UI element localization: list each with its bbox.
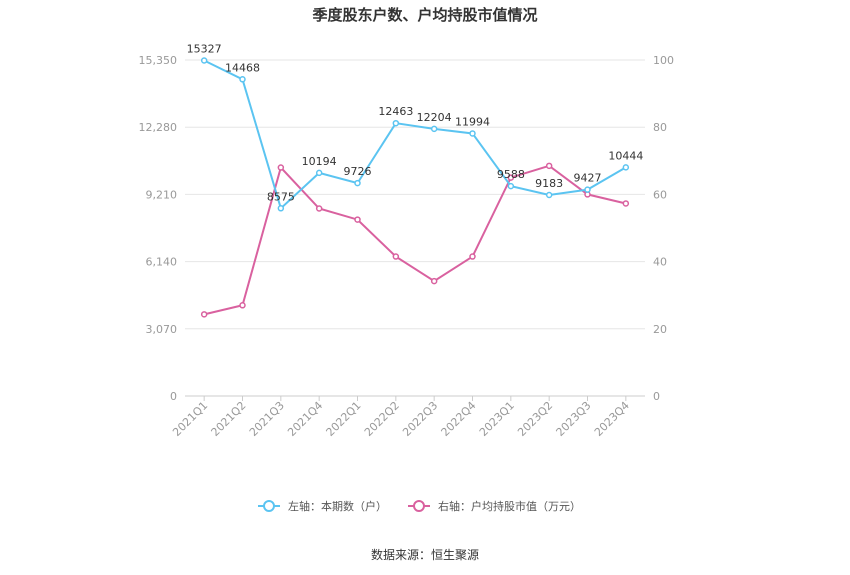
legend-item-avg-holding[interactable]: 右轴：户均持股市值（万元） bbox=[408, 499, 581, 513]
holders-point bbox=[584, 186, 591, 193]
legend-label: 右轴：户均持股市值（万元） bbox=[438, 499, 581, 513]
holders-point bbox=[622, 164, 630, 171]
x-tick-label: 2023Q3 bbox=[554, 399, 594, 439]
legend-label: 左轴：本期数（户） bbox=[288, 499, 387, 513]
avg-holding-line bbox=[203, 164, 627, 316]
data-label: 9726 bbox=[344, 165, 372, 178]
avg-holding-point bbox=[392, 253, 400, 260]
legend[interactable]: 左轴：本期数（户） 右轴：户均持股市值（万元） bbox=[258, 499, 581, 513]
avg-holding-point bbox=[469, 253, 476, 260]
holders-point bbox=[430, 125, 438, 133]
x-tick-label: 2022Q1 bbox=[324, 399, 364, 439]
data-label: 9183 bbox=[535, 177, 563, 190]
left-axis-ticks: 0 3,070 6,140 9,210 12,280 15,350 bbox=[139, 54, 178, 403]
data-label: 9588 bbox=[497, 168, 525, 181]
x-tick-label: 2022Q2 bbox=[362, 399, 402, 439]
right-tick-label: 0 bbox=[653, 390, 660, 403]
legend-circle-marker bbox=[263, 500, 275, 512]
data-label: 8575 bbox=[267, 190, 295, 203]
data-label: 10444 bbox=[608, 149, 643, 162]
left-tick-label: 12,280 bbox=[139, 121, 178, 134]
left-tick-label: 3,070 bbox=[146, 323, 178, 336]
x-tick-label: 2023Q1 bbox=[477, 399, 517, 439]
data-label: 10194 bbox=[302, 155, 337, 168]
gridlines bbox=[185, 59, 645, 397]
chart-title: 季度股东户数、户均持股市值情况 bbox=[312, 6, 537, 24]
x-tick-label: 2021Q2 bbox=[209, 399, 249, 439]
avg-holding-point bbox=[277, 164, 285, 171]
x-tick-label: 2023Q2 bbox=[515, 399, 555, 439]
holders-point bbox=[392, 119, 400, 127]
x-tick-label: 2023Q4 bbox=[592, 399, 632, 439]
data-label: 15327 bbox=[187, 43, 222, 56]
x-tick-label: 2022Q3 bbox=[400, 399, 440, 439]
avg-holding-point bbox=[315, 205, 323, 212]
right-tick-label: 40 bbox=[653, 256, 667, 269]
source-note: 数据来源：恒生聚源 bbox=[371, 547, 479, 562]
avg-holding-point bbox=[622, 200, 630, 207]
avg-holding-point bbox=[545, 162, 553, 170]
legend-circle-marker bbox=[413, 500, 425, 512]
holders-point bbox=[200, 57, 208, 64]
left-tick-label: 0 bbox=[170, 390, 177, 403]
right-tick-label: 20 bbox=[653, 323, 667, 336]
right-tick-label: 100 bbox=[653, 54, 674, 67]
left-tick-label: 6,140 bbox=[146, 256, 178, 269]
right-axis-ticks: 0 20 40 60 80 100 bbox=[653, 54, 674, 403]
holders-point bbox=[507, 182, 515, 190]
data-label: 12463 bbox=[378, 105, 413, 118]
holders-point bbox=[315, 169, 323, 177]
x-tick-label: 2021Q3 bbox=[247, 399, 287, 439]
series-lines bbox=[200, 57, 630, 318]
holders-line bbox=[203, 59, 627, 211]
legend-item-holders[interactable]: 左轴：本期数（户） bbox=[258, 499, 387, 513]
holders-point bbox=[354, 179, 361, 187]
holders-point bbox=[469, 130, 476, 137]
holders-point bbox=[239, 76, 246, 83]
avg-holding-point bbox=[200, 311, 208, 318]
data-label: 12204 bbox=[417, 111, 452, 124]
x-tick-label: 2022Q4 bbox=[439, 399, 479, 439]
holders-point bbox=[277, 205, 285, 212]
holders-point bbox=[545, 191, 553, 199]
avg-holding-point bbox=[430, 277, 438, 285]
avg-holding-point bbox=[239, 302, 246, 309]
x-tick-label: 2021Q4 bbox=[285, 399, 325, 439]
left-tick-label: 9,210 bbox=[146, 188, 178, 201]
data-label: 9427 bbox=[574, 172, 602, 185]
right-tick-label: 60 bbox=[653, 188, 667, 201]
data-label: 11994 bbox=[455, 115, 490, 128]
right-tick-label: 80 bbox=[653, 121, 667, 134]
x-tick-label: 2021Q1 bbox=[170, 399, 210, 439]
left-tick-label: 15,350 bbox=[139, 54, 178, 67]
x-axis-ticks: 2021Q12021Q22021Q32021Q42022Q12022Q22022… bbox=[170, 396, 632, 439]
avg-holding-point bbox=[354, 216, 361, 223]
avg-holding-point bbox=[507, 174, 515, 181]
data-label: 14468 bbox=[225, 61, 260, 74]
